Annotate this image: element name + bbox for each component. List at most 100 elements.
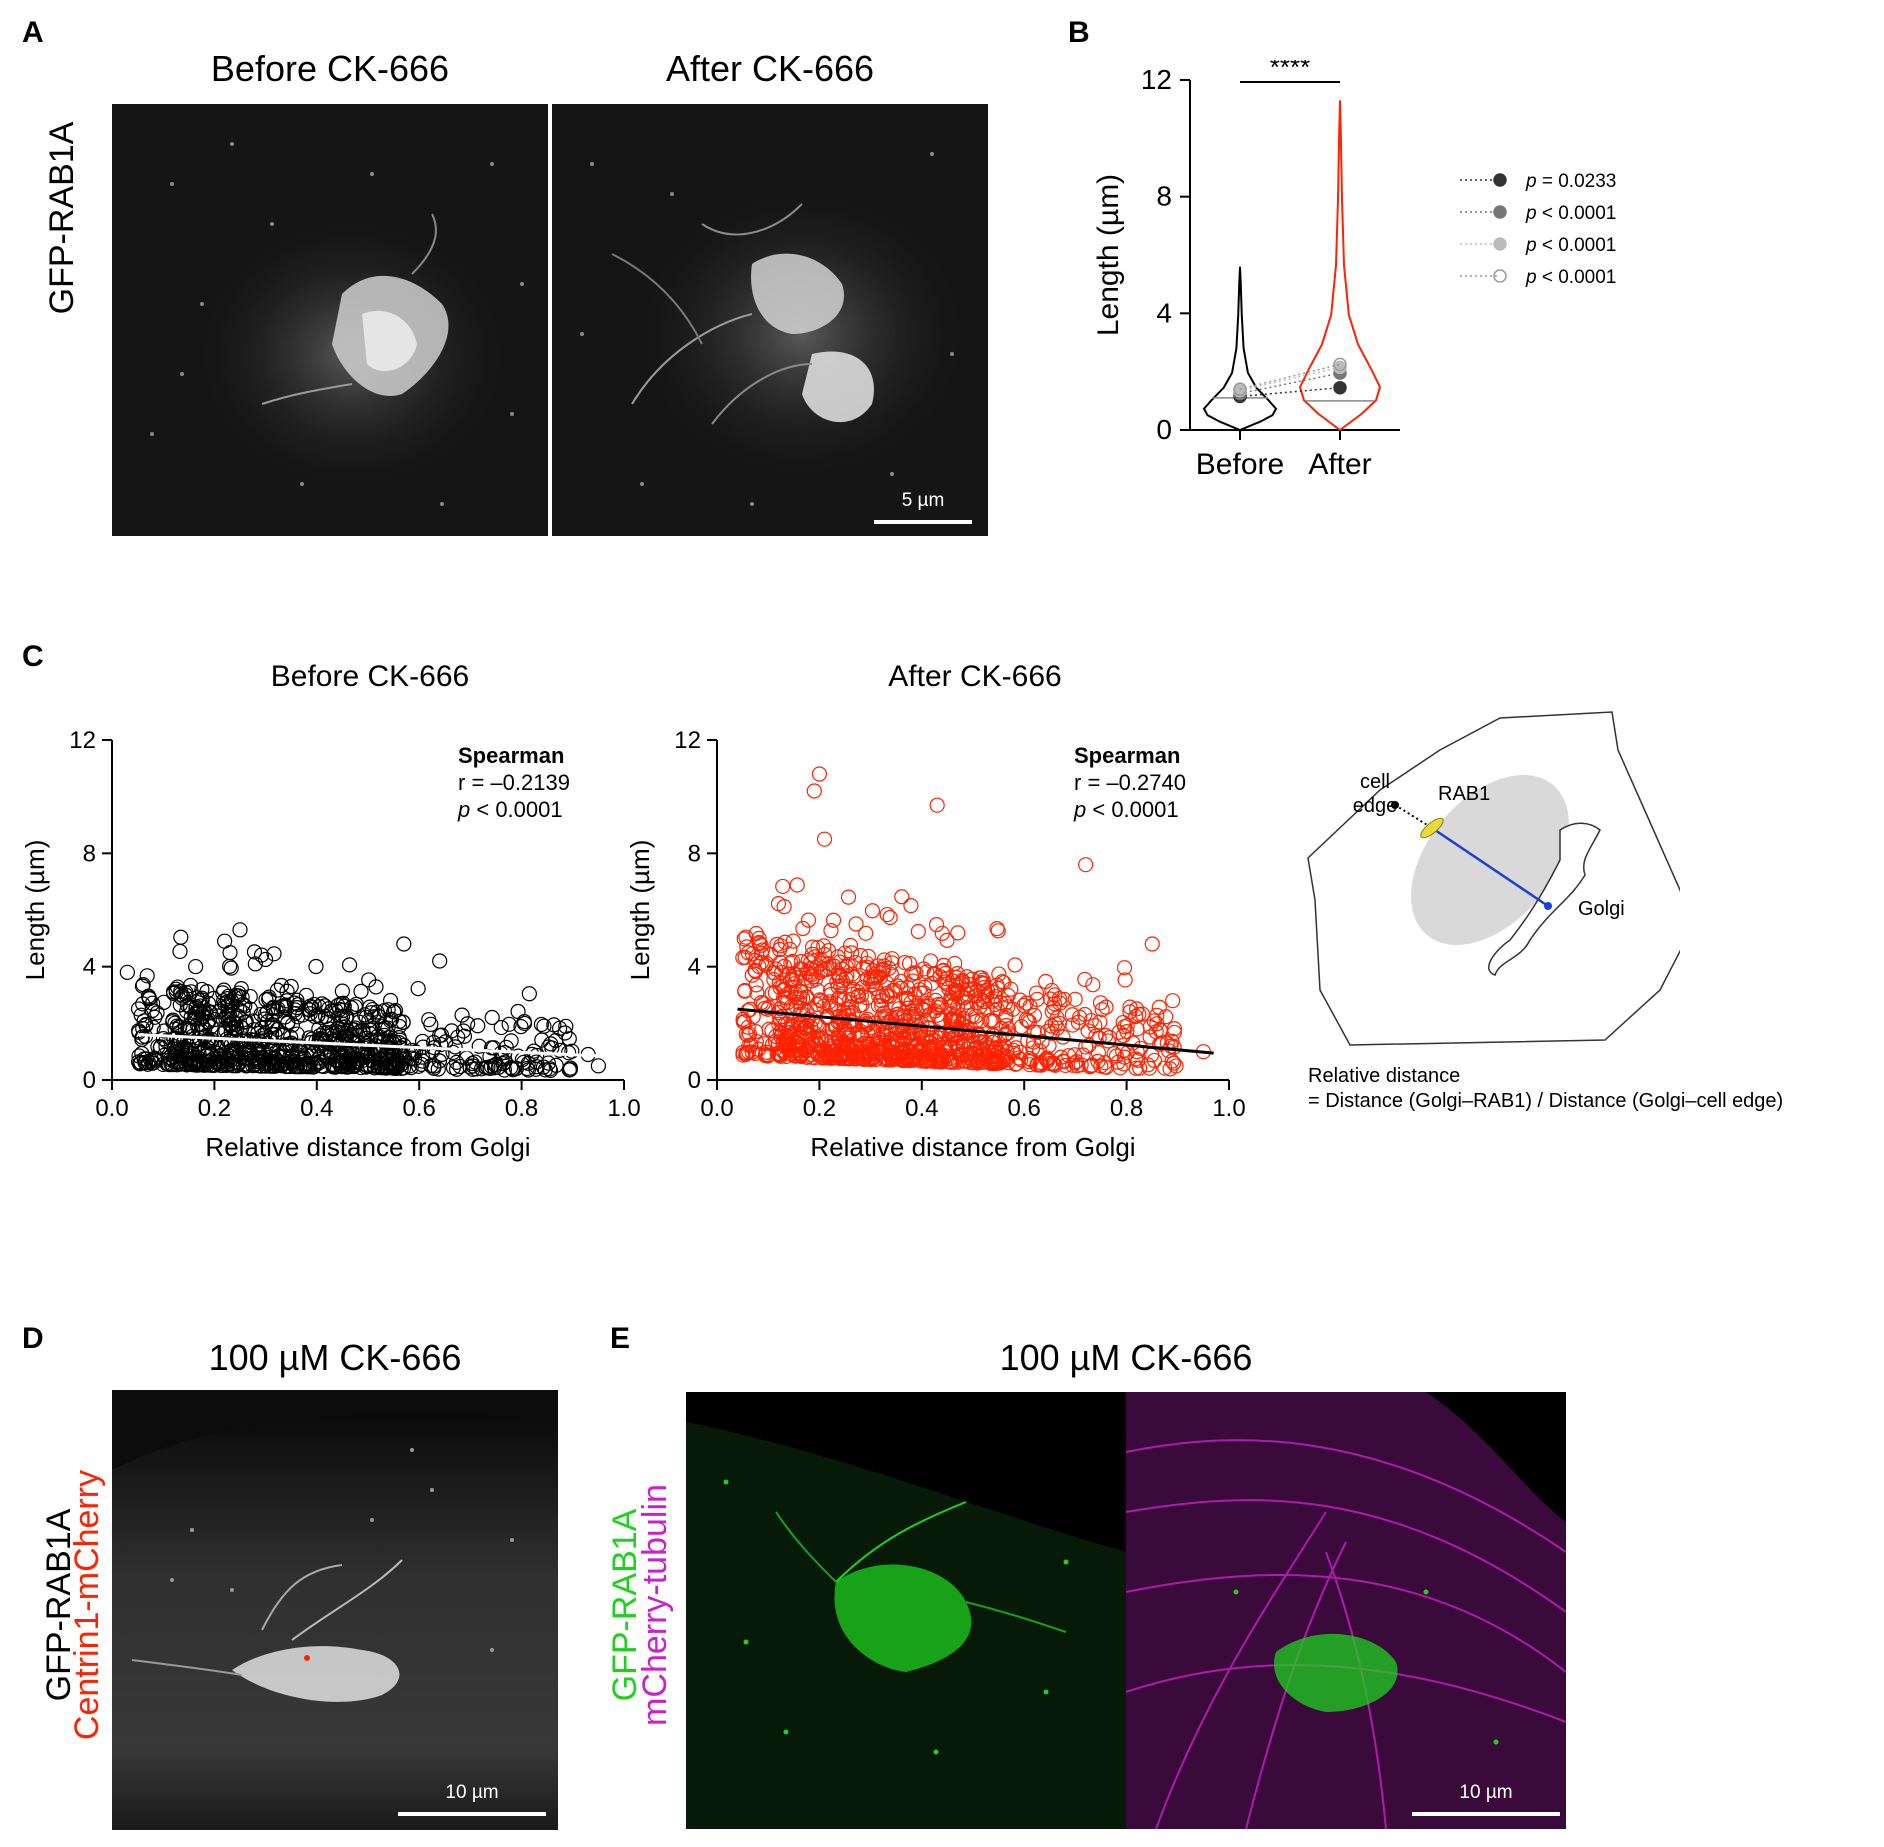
- c-before-point: [228, 1010, 244, 1026]
- b-xtick-label-1: After: [1308, 448, 1371, 481]
- c-after-point: [859, 970, 875, 987]
- b-legend-p-2: p: [1525, 235, 1537, 256]
- c-after-point: [955, 1047, 971, 1063]
- b-legend-marker-1: [1493, 205, 1507, 219]
- c-before-ytick-label-0: 0: [83, 1067, 96, 1094]
- c-before-point: [510, 1003, 526, 1020]
- c-after-point: [1026, 1007, 1043, 1023]
- c-before-point: [259, 1014, 275, 1030]
- b-legend-value-1: < 0.0001: [1537, 203, 1617, 224]
- c-after-point: [738, 929, 754, 945]
- micrograph-a-before: [112, 104, 548, 536]
- c-after-point: [939, 976, 955, 992]
- c-after-point: [1092, 1014, 1108, 1030]
- cell-diagram: cell edge RAB1 Golgi: [1307, 711, 1680, 1046]
- c-after-point: [970, 1052, 987, 1068]
- c-after-point: [737, 982, 753, 999]
- c-before-point: [374, 1018, 390, 1034]
- c-before-point: [205, 1056, 221, 1073]
- c-after-point: [1090, 1045, 1107, 1061]
- panel-letter-c: C: [22, 640, 44, 673]
- c-before-point: [552, 1042, 568, 1058]
- c-after-point: [793, 954, 809, 970]
- c-before-point: [133, 1054, 149, 1071]
- c-after-point: [817, 946, 833, 963]
- c-after-point: [1064, 1017, 1081, 1033]
- c-after-point: [919, 964, 935, 980]
- c-before-point: [167, 1015, 183, 1031]
- c-after-point: [1028, 985, 1045, 1001]
- c-after-point: [898, 990, 915, 1006]
- c-before-point: [470, 1018, 486, 1034]
- c-after-point: [753, 954, 770, 970]
- stats-before-method: Spearman: [458, 743, 565, 768]
- c-after-point: [984, 1027, 1001, 1043]
- c-after-point: [764, 985, 780, 1001]
- c-after-point: [1082, 1059, 1098, 1075]
- c-before-point: [169, 979, 186, 995]
- c-before-xlabel: Relative distance from Golgi: [205, 1132, 530, 1162]
- c-after-point: [773, 938, 789, 954]
- c-before-point: [308, 958, 324, 975]
- c-after-point: [1158, 1009, 1174, 1025]
- c-after-point: [908, 998, 924, 1014]
- c-after-point: [1038, 973, 1054, 990]
- c-after-point: [950, 1013, 967, 1029]
- c-before-point: [228, 1043, 244, 1059]
- c-after-point: [1128, 1051, 1144, 1067]
- c-after-point: [811, 766, 827, 782]
- c-before-point: [445, 1060, 462, 1076]
- c-before-xtick-label-4: 0.8: [505, 1095, 538, 1122]
- c-before-point: [520, 1062, 536, 1078]
- distance-line: [1431, 826, 1549, 908]
- centrin-dot: [304, 1655, 310, 1661]
- stats-after: Spearman r = –0.2740 p < 0.0001: [1074, 742, 1186, 823]
- c-before-point: [363, 1005, 380, 1021]
- c-after-point: [897, 954, 913, 971]
- c-before-point: [372, 1042, 388, 1058]
- c-after-point: [855, 979, 871, 995]
- c-before-point: [224, 1058, 240, 1074]
- c-after-point: [998, 1010, 1014, 1026]
- c-before-point: [261, 991, 277, 1007]
- c-before-point: [357, 1049, 373, 1065]
- c-after-point: [879, 906, 895, 923]
- c-after-point: [816, 831, 833, 847]
- c-before-point: [280, 1015, 296, 1031]
- c-after-point: [1046, 1000, 1062, 1016]
- rab1-tubule: [1420, 817, 1444, 839]
- c-after-point: [908, 1014, 924, 1030]
- c-after-point: [1026, 1024, 1042, 1040]
- c-before-point: [250, 1042, 266, 1059]
- c-before-point: [289, 999, 305, 1016]
- c-after-point: [836, 1038, 852, 1054]
- diagram-rab1-label: RAB1: [1438, 783, 1490, 805]
- c-before-point: [278, 998, 294, 1014]
- c-after-point: [818, 1034, 834, 1050]
- c-after-point: [1083, 1012, 1099, 1029]
- c-after-point: [800, 1037, 817, 1054]
- micrograph-e-merge: 10 µm: [1126, 1392, 1566, 1829]
- c-before-point: [406, 1044, 422, 1060]
- c-before-point: [311, 1054, 327, 1070]
- scale-bar-e-label: 10 µm: [1459, 1782, 1513, 1803]
- c-after-point: [903, 966, 920, 983]
- c-before-point: [130, 1001, 147, 1017]
- panel-e-title: 100 µM CK-666: [999, 1337, 1253, 1378]
- c-before-point: [155, 1056, 171, 1073]
- c-before-point: [503, 1033, 519, 1049]
- c-after-point: [1029, 991, 1045, 1007]
- c-after-ytick-label-0: 0: [688, 1067, 701, 1094]
- diagram-cell-label-2: edge: [1353, 795, 1398, 817]
- c-after-point: [990, 980, 1006, 997]
- b-legend-value-3: < 0.0001: [1537, 267, 1617, 288]
- c-before-point: [431, 1053, 448, 1069]
- c-after-point: [768, 1028, 784, 1044]
- c-after-point: [1000, 999, 1016, 1015]
- c-before-point: [215, 1054, 231, 1070]
- c-after-point: [747, 1045, 763, 1061]
- c-after-point: [774, 1026, 790, 1042]
- stats-before: Spearman r = –0.2139 p < 0.0001: [458, 742, 570, 823]
- c-before-ytick-label-3: 12: [69, 727, 96, 754]
